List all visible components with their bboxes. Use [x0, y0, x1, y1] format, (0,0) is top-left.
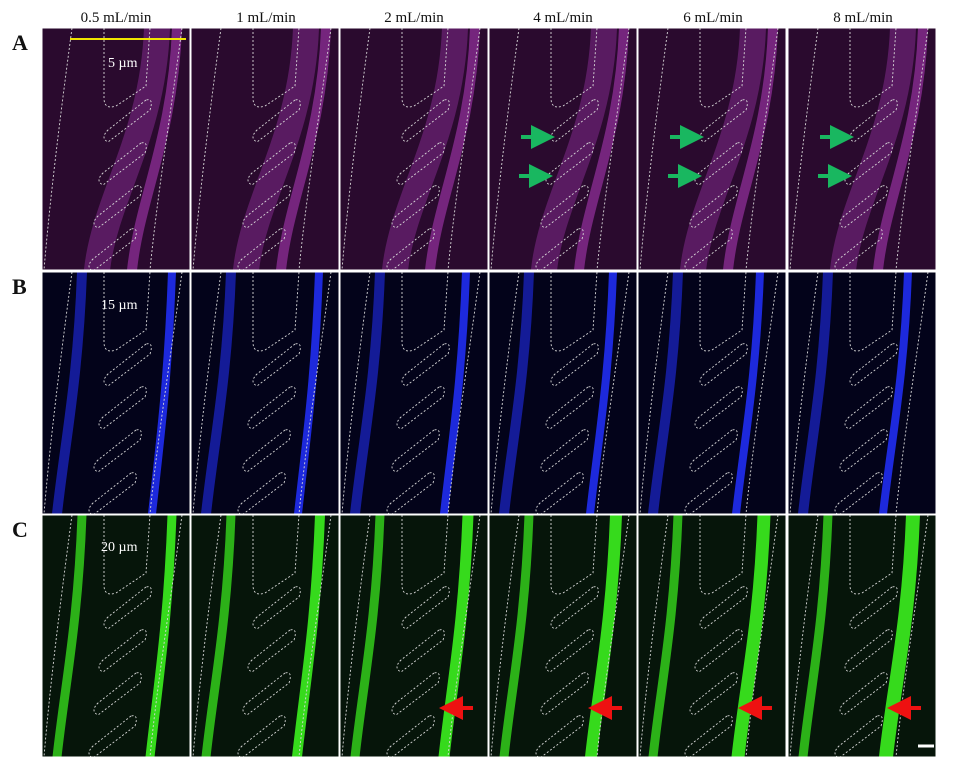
- column-headers: 0.5 mL/min 1 mL/min 2 mL/min 4 mL/min 6 …: [81, 10, 894, 26]
- micrograph-panel: [339, 271, 489, 515]
- micrograph-panel: [787, 271, 937, 515]
- micrograph-panel: [339, 27, 489, 271]
- size-labels: 5 µm 15 µm 20 µm: [101, 56, 138, 555]
- micrograph-panel: [41, 514, 191, 758]
- micrograph-panel: [787, 514, 937, 758]
- micrograph-panel: [190, 27, 340, 271]
- micrograph-panel: [488, 27, 638, 271]
- micrograph-panel: [339, 514, 489, 758]
- micrograph-panel: [787, 27, 937, 271]
- column-header: 1 mL/min: [236, 10, 296, 26]
- micrograph-panel: [488, 271, 638, 515]
- micrograph-panel: [637, 271, 787, 515]
- particle-size-label: 15 µm: [101, 298, 138, 313]
- column-header: 8 mL/min: [833, 10, 893, 26]
- row-letter: B: [12, 274, 27, 299]
- column-header: 4 mL/min: [533, 10, 593, 26]
- column-header: 0.5 mL/min: [81, 10, 152, 26]
- micrograph-panel: [190, 271, 340, 515]
- row-letter: C: [12, 517, 28, 542]
- micrograph-panel: [41, 271, 191, 515]
- micrograph-panel: [190, 514, 340, 758]
- micrograph-panel: [637, 27, 787, 271]
- column-header: 6 mL/min: [683, 10, 743, 26]
- micrograph-panel: [637, 514, 787, 758]
- row-letters: A B C: [12, 30, 28, 542]
- micrograph-panel: [41, 27, 191, 271]
- particle-size-label: 5 µm: [108, 56, 138, 71]
- green-arrows: [519, 125, 854, 188]
- column-header: 2 mL/min: [384, 10, 444, 26]
- particle-size-label: 20 µm: [101, 540, 138, 555]
- micrograph-panel: [488, 514, 638, 758]
- row-letter: A: [12, 30, 28, 55]
- panel-grid: [41, 27, 937, 758]
